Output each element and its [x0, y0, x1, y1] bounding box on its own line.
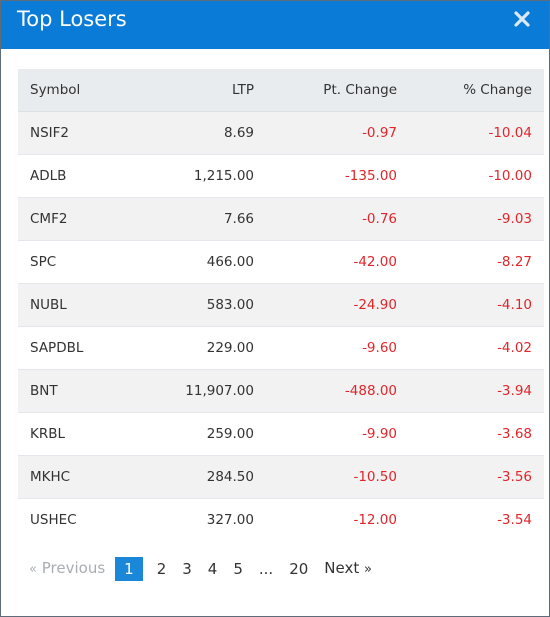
column-header-pct-change[interactable]: % Change [409, 69, 544, 112]
pagination: « Previous 1 2 3 4 5 ... 20 Next » [21, 557, 380, 581]
table-row[interactable]: KRBL 259.00 -9.90 -3.68 [18, 412, 544, 456]
cell-pct-change: -3.56 [409, 455, 544, 499]
page-button-4[interactable]: 4 [207, 560, 218, 578]
table-row[interactable]: SPC 466.00 -42.00 -8.27 [18, 240, 544, 284]
cell-symbol: SPC [18, 240, 142, 284]
table-row[interactable]: CMF2 7.66 -0.76 -9.03 [18, 197, 544, 241]
cell-pt-change: -9.60 [266, 326, 409, 370]
cell-ltp: 259.00 [142, 412, 266, 456]
cell-ltp: 466.00 [142, 240, 266, 284]
column-header-symbol[interactable]: Symbol [18, 69, 142, 112]
cell-ltp: 327.00 [142, 498, 266, 541]
page-button-2[interactable]: 2 [156, 560, 167, 578]
close-icon [514, 11, 530, 27]
cell-pct-change: -8.27 [409, 240, 544, 284]
cell-symbol: CMF2 [18, 197, 142, 241]
cell-symbol: USHEC [18, 498, 142, 541]
losers-table: Symbol LTP Pt. Change % Change NSIF2 8.6… [18, 69, 544, 541]
cell-symbol: NUBL [18, 283, 142, 327]
page-button-1[interactable]: 1 [115, 557, 143, 581]
page-button-20[interactable]: 20 [289, 560, 309, 578]
table-header-row: Symbol LTP Pt. Change % Change [18, 69, 544, 112]
cell-pct-change: -3.68 [409, 412, 544, 456]
page-button-5[interactable]: 5 [233, 560, 243, 578]
cell-pct-change: -3.94 [409, 369, 544, 413]
cell-ltp: 7.66 [142, 197, 266, 241]
cell-pct-change: -4.02 [409, 326, 544, 370]
cell-symbol: ADLB [18, 154, 142, 198]
table-row[interactable]: NUBL 583.00 -24.90 -4.10 [18, 283, 544, 327]
table-row[interactable]: NSIF2 8.69 -0.97 -10.04 [18, 111, 544, 155]
cell-symbol: KRBL [18, 412, 142, 456]
cell-ltp: 583.00 [142, 283, 266, 327]
table-row[interactable]: USHEC 327.00 -12.00 -3.54 [18, 498, 544, 541]
losers-table-container: Symbol LTP Pt. Change % Change NSIF2 8.6… [18, 69, 544, 541]
modal-header: Top Losers [1, 1, 549, 49]
previous-label: Previous [41, 559, 106, 577]
cell-ltp: 8.69 [142, 111, 266, 155]
cell-pt-change: -10.50 [266, 455, 409, 499]
column-header-pt-change[interactable]: Pt. Change [266, 69, 409, 112]
table-row[interactable]: BNT 11,907.00 -488.00 -3.94 [18, 369, 544, 413]
cell-ltp: 229.00 [142, 326, 266, 370]
cell-symbol: BNT [18, 369, 142, 413]
cell-pt-change: -0.97 [266, 111, 409, 155]
cell-pt-change: -0.76 [266, 197, 409, 241]
cell-pct-change: -3.54 [409, 498, 544, 541]
cell-pt-change: -9.90 [266, 412, 409, 456]
cell-ltp: 1,215.00 [142, 154, 266, 198]
column-header-ltp[interactable]: LTP [142, 69, 266, 112]
cell-pt-change: -42.00 [266, 240, 409, 284]
cell-pt-change: -12.00 [266, 498, 409, 541]
next-page-button[interactable]: Next » [316, 556, 380, 582]
chevron-double-left-icon: « [29, 562, 37, 577]
cell-pct-change: -10.00 [409, 154, 544, 198]
cell-pct-change: -9.03 [409, 197, 544, 241]
table-row[interactable]: SAPDBL 229.00 -9.60 -4.02 [18, 326, 544, 370]
cell-ltp: 11,907.00 [142, 369, 266, 413]
table-row[interactable]: MKHC 284.50 -10.50 -3.56 [18, 455, 544, 499]
page-button-3[interactable]: 3 [182, 560, 192, 578]
pagination-ellipsis: ... [258, 560, 274, 578]
chevron-double-right-icon: » [364, 562, 372, 577]
cell-pct-change: -10.04 [409, 111, 544, 155]
cell-symbol: SAPDBL [18, 326, 142, 370]
cell-pt-change: -135.00 [266, 154, 409, 198]
previous-page-button[interactable]: « Previous [21, 556, 113, 582]
cell-pt-change: -488.00 [266, 369, 409, 413]
cell-symbol: NSIF2 [18, 111, 142, 155]
cell-pct-change: -4.10 [409, 283, 544, 327]
cell-symbol: MKHC [18, 455, 142, 499]
cell-ltp: 284.50 [142, 455, 266, 499]
modal-title: Top Losers [17, 7, 127, 31]
next-label: Next [324, 559, 360, 577]
table-row[interactable]: ADLB 1,215.00 -135.00 -10.00 [18, 154, 544, 198]
cell-pt-change: -24.90 [266, 283, 409, 327]
close-button[interactable] [513, 10, 531, 28]
